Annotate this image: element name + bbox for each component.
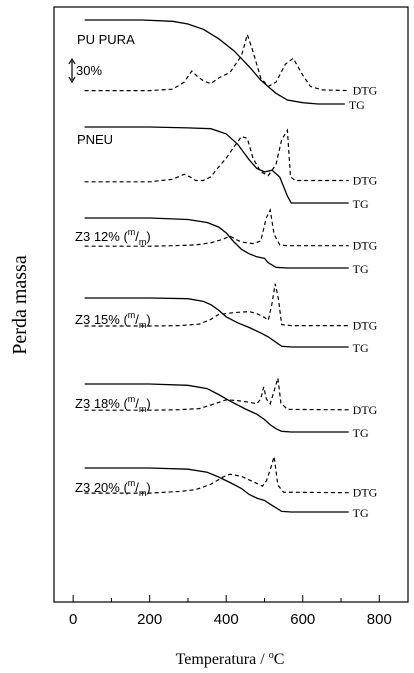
dtg-label: DTG: [353, 319, 378, 333]
x-tick-label: 400: [214, 611, 239, 628]
dtg-curve: [84, 128, 349, 183]
dtg-label: DTG: [353, 84, 378, 98]
scale-bar-arrow-up: [68, 57, 76, 65]
tg-curve: [84, 19, 345, 105]
panel-label-text: PU PURA: [77, 32, 135, 47]
panel-label-close: ): [146, 312, 150, 327]
panel-label-close: ): [146, 480, 150, 495]
panel-label-slash: /: [135, 312, 139, 327]
panel-label-text: PNEU: [77, 132, 113, 147]
panel-label-sub: m: [139, 488, 147, 498]
panel-label-slash: /: [135, 396, 139, 411]
tg-label: TG: [353, 341, 369, 355]
panel-label-sub: m: [139, 320, 147, 330]
tg-curve: [84, 297, 349, 348]
tg-label: TG: [353, 506, 369, 520]
dtg-curve: [84, 32, 349, 92]
tg-curve: [84, 217, 349, 269]
x-axis-label-unit: C: [274, 651, 285, 668]
y-axis-label: Perda massa: [9, 255, 31, 355]
panel-2: TG DTG PNEU: [77, 126, 378, 211]
panel-label-text: Z3 18% (: [75, 396, 128, 411]
dtg-curve: [84, 283, 349, 327]
panel-label-text: Z3 20% (: [75, 480, 128, 495]
scale-bar-arrow-down: [68, 76, 76, 84]
x-axis-label-degree: o: [269, 650, 274, 661]
panel-label-close: ): [146, 396, 150, 411]
panel-label: PU PURA: [77, 32, 135, 47]
x-tick-label: 600: [290, 611, 315, 628]
dtg-curve: [84, 456, 349, 494]
panel-label-slash: /: [135, 480, 139, 495]
tg-label: TG: [353, 197, 369, 211]
panel-label: Z3 15% (m/m): [75, 310, 151, 330]
tg-label: TG: [349, 98, 365, 112]
x-tick-label: 200: [137, 611, 162, 628]
panel-label: PNEU: [77, 132, 113, 147]
plot-frame: [53, 6, 409, 603]
panel-label-text: Z3 15% (: [75, 312, 128, 327]
panel-label: Z3 12% (m/m): [75, 227, 151, 247]
scale-bar: 30%: [68, 57, 102, 84]
dtg-label: DTG: [353, 174, 378, 188]
panel-label-text: Z3 12% (: [75, 229, 128, 244]
x-axis-label: Temperatura / oC: [176, 650, 285, 668]
panel-label-sup: m: [128, 310, 136, 320]
x-axis-label-prefix: Temperatura /: [176, 651, 269, 668]
dtg-label: DTG: [353, 403, 378, 417]
dtg-curve: [84, 208, 349, 247]
panel-label-close: ): [146, 229, 150, 244]
panel-label-sup: m: [128, 478, 136, 488]
dtg-curve: [84, 378, 349, 411]
dtg-label: DTG: [353, 239, 378, 253]
tg-curve: [84, 126, 349, 204]
panel-label: Z3 18% (m/m): [75, 394, 151, 414]
x-tick-label: 800: [367, 611, 392, 628]
panel-label-sub: m: [139, 404, 147, 414]
panel-label-sub: m: [139, 237, 147, 247]
panel-label-sup: m: [128, 394, 136, 404]
tg-curve: [84, 383, 349, 433]
dtg-label: DTG: [353, 486, 378, 500]
x-tick-label: 0: [69, 611, 77, 628]
panel-label-slash: /: [135, 229, 139, 244]
tg-curve: [84, 467, 349, 513]
tg-label: TG: [353, 262, 369, 276]
scale-bar-label: 30%: [76, 63, 102, 78]
tg-label: TG: [353, 426, 369, 440]
panel-label: Z3 20% (m/m): [75, 478, 151, 498]
x-axis-ticks: 0 200 400 600 800: [69, 595, 392, 628]
panel-label-sup: m: [128, 227, 136, 237]
